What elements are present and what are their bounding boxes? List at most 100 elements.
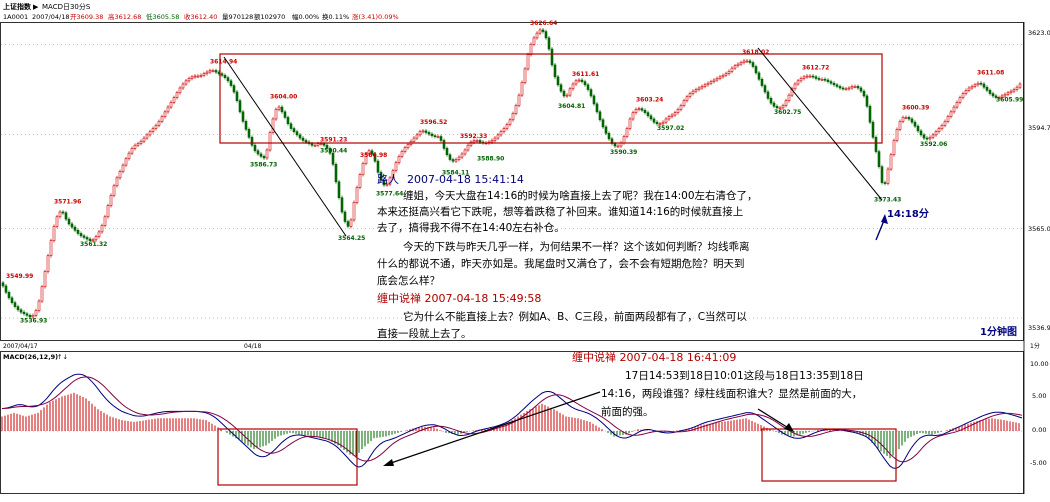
candle-body bbox=[172, 97, 176, 103]
candle-body bbox=[967, 87, 971, 91]
candle-body bbox=[958, 97, 962, 103]
candle-body bbox=[685, 96, 689, 102]
candle-body bbox=[160, 116, 164, 122]
price-label: 3586.98 bbox=[360, 152, 387, 159]
candle-body bbox=[748, 60, 752, 63]
candle-body bbox=[400, 151, 404, 157]
price-label: 3588.90 bbox=[477, 155, 504, 162]
candle-body bbox=[337, 181, 341, 198]
candle-body bbox=[1018, 83, 1022, 88]
candle-body bbox=[727, 70, 731, 74]
candle-body bbox=[226, 77, 230, 82]
candle-body bbox=[289, 123, 293, 129]
candle-body bbox=[625, 128, 629, 137]
candle-body bbox=[241, 111, 245, 122]
candle-body bbox=[334, 164, 338, 183]
candle-body bbox=[1012, 89, 1016, 92]
candle-body bbox=[580, 79, 584, 82]
candle-body bbox=[949, 111, 953, 117]
comment-1-line: 底会怎么样？ bbox=[377, 274, 440, 287]
candle-body bbox=[811, 75, 815, 78]
candle-body bbox=[388, 177, 392, 185]
candle-body bbox=[109, 195, 113, 206]
candle-body bbox=[118, 171, 122, 179]
candle-body bbox=[673, 112, 677, 116]
price-label: 3604.81 bbox=[558, 103, 585, 110]
candle-body bbox=[169, 101, 173, 108]
candle-body bbox=[271, 118, 275, 133]
candle-body bbox=[121, 164, 125, 172]
candle-body bbox=[781, 105, 785, 109]
candle-body bbox=[370, 150, 374, 155]
candle-body bbox=[862, 90, 866, 97]
candle-body bbox=[889, 154, 893, 170]
candle-body bbox=[52, 226, 56, 241]
candle-body bbox=[280, 106, 284, 113]
candle-body bbox=[37, 300, 41, 311]
macd-tick: 0.00 bbox=[1032, 426, 1046, 434]
candle-body bbox=[427, 132, 431, 135]
candle-body bbox=[970, 86, 974, 89]
candle-body bbox=[667, 116, 671, 120]
candle-body bbox=[34, 310, 38, 316]
candle-body bbox=[553, 64, 557, 78]
candle-body bbox=[253, 144, 257, 152]
candle-body bbox=[106, 205, 110, 218]
candle-body bbox=[505, 124, 509, 129]
candle-body bbox=[391, 170, 395, 179]
candle-body bbox=[703, 84, 707, 87]
header-pct1: 幅0.00% bbox=[292, 12, 319, 21]
candle-body bbox=[979, 82, 983, 85]
candle-body bbox=[916, 125, 920, 132]
price-label: 3614.94 bbox=[210, 58, 237, 65]
candle-body bbox=[247, 129, 251, 138]
candle-body bbox=[871, 121, 875, 138]
candle-body bbox=[628, 118, 632, 129]
candle-body bbox=[394, 162, 398, 171]
candle-body bbox=[76, 229, 80, 234]
candle-body bbox=[511, 113, 515, 121]
candle-body bbox=[466, 144, 470, 151]
candle-body bbox=[766, 91, 770, 99]
candle-body bbox=[838, 86, 842, 89]
candle-body bbox=[529, 43, 533, 55]
candle-body bbox=[913, 121, 917, 127]
candle-body bbox=[823, 78, 827, 81]
candle-body bbox=[919, 130, 923, 136]
candle-body bbox=[193, 75, 197, 78]
candle-body bbox=[745, 60, 749, 63]
candle-body bbox=[73, 226, 77, 231]
comment-3-line: 14:16，两段谁强？绿柱线面积谁大？显然是前面的大， bbox=[601, 387, 862, 400]
candle-body bbox=[664, 118, 668, 123]
candle-body bbox=[115, 177, 119, 187]
macd-tick: 10.00 bbox=[1030, 360, 1049, 368]
candle-body bbox=[304, 140, 308, 143]
candle-body bbox=[952, 106, 956, 113]
candle-body bbox=[343, 211, 347, 222]
candle-body bbox=[397, 156, 401, 164]
candle-body bbox=[322, 143, 326, 146]
candle-body bbox=[184, 80, 188, 85]
candle-body bbox=[211, 70, 215, 72]
macd-label: MACD(26,12,9) bbox=[3, 353, 58, 361]
candle-body bbox=[559, 84, 563, 92]
macd-lines bbox=[1, 373, 1023, 469]
candle-body bbox=[574, 80, 578, 85]
date-label-1: 04/18 bbox=[244, 343, 261, 350]
candle-body bbox=[373, 153, 377, 162]
candle-body bbox=[937, 128, 941, 133]
candle-body bbox=[565, 94, 569, 97]
candle-body bbox=[868, 105, 872, 123]
candle-body bbox=[328, 148, 332, 154]
price-label: 3618.02 bbox=[742, 49, 769, 56]
candle-body bbox=[892, 140, 896, 156]
candle-body bbox=[148, 131, 152, 136]
candle-body bbox=[769, 98, 773, 104]
price-label: 3564.25 bbox=[338, 235, 365, 242]
candle-body bbox=[616, 145, 620, 148]
candle-body bbox=[91, 239, 95, 242]
candle-body bbox=[448, 154, 452, 160]
macd-small-label: 1分 bbox=[1030, 342, 1040, 350]
candle-body bbox=[187, 78, 191, 82]
candle-body bbox=[319, 143, 323, 145]
